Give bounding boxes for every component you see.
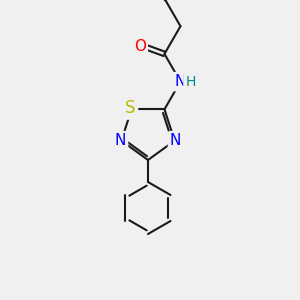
Text: N: N	[175, 74, 186, 89]
Text: N: N	[115, 133, 126, 148]
Text: H: H	[185, 75, 196, 88]
Text: O: O	[134, 39, 146, 54]
Text: N: N	[170, 133, 181, 148]
Text: S: S	[125, 99, 136, 117]
